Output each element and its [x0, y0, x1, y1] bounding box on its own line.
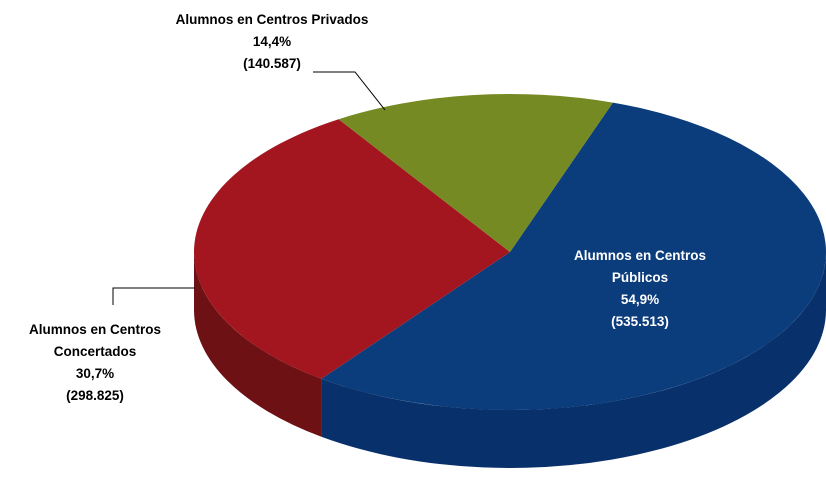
pie-tops	[194, 94, 826, 410]
count-label: (535.513)	[611, 314, 669, 329]
pie-sides	[194, 252, 826, 468]
slice-side	[194, 252, 322, 437]
value-label: 14,4%	[252, 34, 292, 49]
leader-line	[112, 287, 195, 305]
slice-label: Alumnos en Centros Públicos 54,9% (535.5…	[570, 245, 710, 333]
pie-slice	[338, 94, 613, 252]
slice-label: Alumnos en Centros Concertados 30,7% (29…	[0, 319, 190, 407]
pie-slice	[194, 119, 510, 379]
category-name: Alumnos en Centros Privados	[175, 12, 369, 27]
count-label: (298.825)	[66, 388, 124, 403]
slice-label: Alumnos en Centros Privados 14,4% (140.5…	[172, 9, 372, 75]
leader-line	[313, 71, 386, 111]
count-label: (140.587)	[243, 56, 301, 71]
value-label: 30,7%	[75, 366, 115, 381]
slice-side	[321, 252, 826, 468]
category-name: Alumnos en Centros Públicos	[573, 248, 706, 285]
category-name: Alumnos en Centros Concertados	[28, 322, 161, 359]
value-label: 54,9%	[620, 292, 660, 307]
pie-slice	[321, 102, 826, 410]
